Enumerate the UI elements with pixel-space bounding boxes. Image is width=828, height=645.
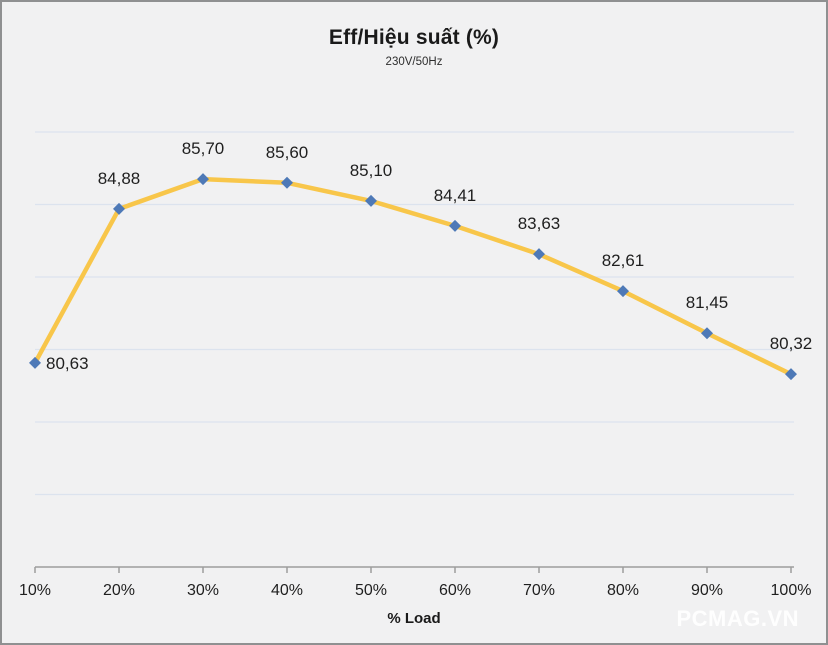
watermark: PCMAG.VN — [676, 606, 799, 631]
chart-title: Eff/Hiệu suất (%) — [328, 26, 500, 49]
data-point-label: 81,45 — [686, 293, 729, 312]
x-tick-label: 10% — [19, 582, 51, 599]
x-tick-label: 80% — [607, 582, 639, 599]
x-tick-label: 60% — [439, 582, 471, 599]
data-point-label: 82,61 — [602, 251, 645, 270]
data-point-marker — [29, 356, 41, 369]
x-tick-label: 40% — [271, 582, 303, 599]
data-point-marker — [449, 219, 461, 232]
data-point-label: 84,88 — [98, 169, 141, 188]
data-point-marker — [281, 176, 293, 189]
data-point-marker — [197, 173, 209, 186]
x-tick-label: 90% — [691, 582, 723, 599]
data-point-label: 85,70 — [182, 139, 225, 158]
x-tick-label: 100% — [771, 582, 812, 599]
data-point-marker — [701, 327, 713, 340]
data-point-marker — [617, 285, 629, 298]
x-tick-label: 70% — [523, 582, 555, 599]
chart-subtitle: 230V/50Hz — [385, 56, 443, 68]
data-point-label: 85,60 — [266, 143, 309, 162]
x-tick-label: 50% — [355, 582, 387, 599]
data-point-label: 80,63 — [46, 354, 89, 373]
data-point-marker — [785, 368, 797, 381]
data-point-marker — [365, 194, 377, 207]
data-point-label: 84,41 — [434, 186, 477, 205]
x-axis-title: % Load — [387, 610, 441, 627]
efficiency-line — [32, 176, 794, 377]
data-point-label: 83,63 — [518, 214, 561, 233]
data-point-label: 80,32 — [770, 334, 813, 353]
data-point-marker — [533, 248, 545, 261]
x-tick-label: 30% — [187, 582, 219, 599]
data-point-label: 85,10 — [350, 161, 393, 180]
x-tick-label: 20% — [103, 582, 135, 599]
data-point-marker — [113, 202, 125, 215]
